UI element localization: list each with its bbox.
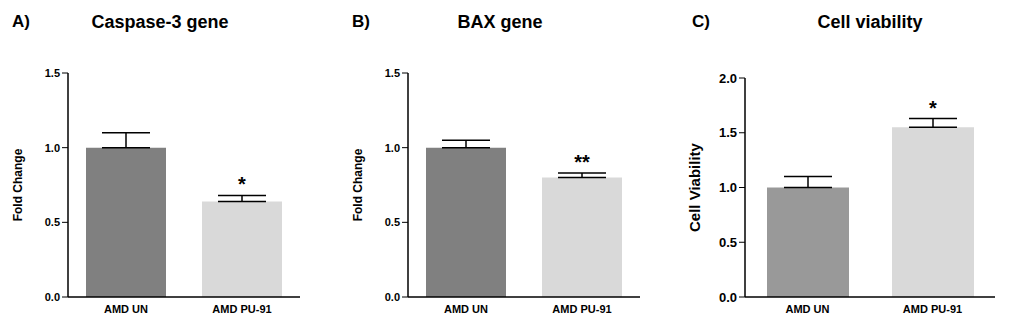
svg-text:AMD UN: AMD UN xyxy=(444,303,488,315)
html-text:BAX gene: BAX gene xyxy=(457,12,543,32)
svg-text:1.5: 1.5 xyxy=(385,67,400,79)
html-text:B): B) xyxy=(352,12,370,31)
svg-text:2.0: 2.0 xyxy=(719,71,737,86)
svg-text:1.5: 1.5 xyxy=(719,125,737,140)
html-text:A): A) xyxy=(12,12,30,31)
svg-text:AMD PU-91: AMD PU-91 xyxy=(552,303,611,315)
svg-text:1.0: 1.0 xyxy=(385,142,400,154)
svg-text:0.0: 0.0 xyxy=(385,291,400,303)
svg-text:AMD PU-91: AMD PU-91 xyxy=(903,303,962,315)
html-text:Caspase-3 gene: Caspase-3 gene xyxy=(91,12,229,32)
svg-text:0.0: 0.0 xyxy=(719,290,737,305)
svg-text:Fold Change: Fold Change xyxy=(351,148,365,221)
svg-text:AMD UN: AMD UN xyxy=(104,303,148,315)
svg-text:0.5: 0.5 xyxy=(719,235,737,250)
svg-text:*: * xyxy=(238,173,246,195)
svg-text:0.0: 0.0 xyxy=(45,291,60,303)
svg-text:*: * xyxy=(929,97,937,119)
svg-text:0.5: 0.5 xyxy=(45,216,60,228)
svg-text:1.0: 1.0 xyxy=(45,142,60,154)
svg-text:0.5: 0.5 xyxy=(385,216,400,228)
svg-text:Cell Viability: Cell Viability xyxy=(686,142,703,232)
svg-text:1.0: 1.0 xyxy=(719,180,737,195)
html-text:Cell viability: Cell viability xyxy=(817,12,923,32)
svg-text:AMD UN: AMD UN xyxy=(786,303,830,315)
svg-text:1.5: 1.5 xyxy=(45,67,60,79)
html-text:C): C) xyxy=(692,12,710,31)
svg-text:Fold Change: Fold Change xyxy=(11,148,25,221)
svg-text:**: ** xyxy=(574,151,590,173)
svg-text:AMD PU-91: AMD PU-91 xyxy=(212,303,271,315)
